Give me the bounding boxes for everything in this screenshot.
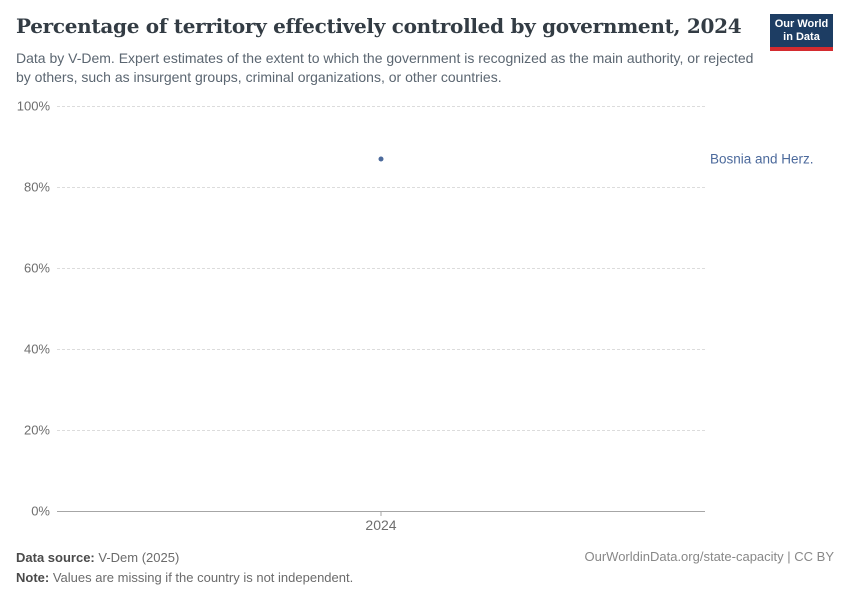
y-tick-label-40%: 40% [23, 341, 50, 357]
owid-logo-line1: Our World [774, 17, 829, 30]
owid-logo-line2: in Data [783, 30, 820, 43]
y-axis: 100% 80% 60% 40% 20% 0% [0, 99, 50, 519]
gridline-60% [57, 268, 705, 269]
chart-subtitle: Data by V-Dem. Expert estimates of the e… [16, 50, 754, 85]
plot-area [57, 106, 705, 512]
attribution: OurWorldinData.org/state-capacity | CC B… [584, 549, 834, 564]
note-line: Note: Values are missing if the country … [16, 568, 353, 588]
note-value: Values are missing if the country is not… [49, 570, 354, 585]
x-tick-label: 2024 [365, 517, 397, 533]
y-tick-label-20%: 20% [23, 422, 50, 438]
note-label: Note: [16, 570, 50, 585]
page-title: Percentage of territory effectively cont… [16, 14, 742, 38]
entity-label[interactable]: Bosnia and Herz. [710, 151, 814, 167]
y-tick-label-100%: 100% [16, 98, 50, 114]
y-tick-label-80%: 80% [23, 179, 50, 195]
y-tick-label-0%: 0% [31, 503, 50, 519]
y-tick-label-60%: 60% [23, 260, 50, 276]
data-point[interactable] [378, 156, 384, 162]
footer-source-note: Data source: V-Dem (2025) Note: Values a… [16, 548, 353, 588]
data-source-line: Data source: V-Dem (2025) [16, 548, 353, 568]
gridline-80% [57, 187, 705, 188]
gridline-40% [57, 349, 705, 350]
data-source-value: V-Dem (2025) [94, 550, 180, 565]
x-tick-mark [380, 511, 382, 516]
gridline-100% [57, 106, 705, 107]
owid-logo: Our World in Data [770, 14, 833, 51]
gridline-20% [57, 430, 705, 431]
data-source-label: Data source: [16, 550, 95, 565]
